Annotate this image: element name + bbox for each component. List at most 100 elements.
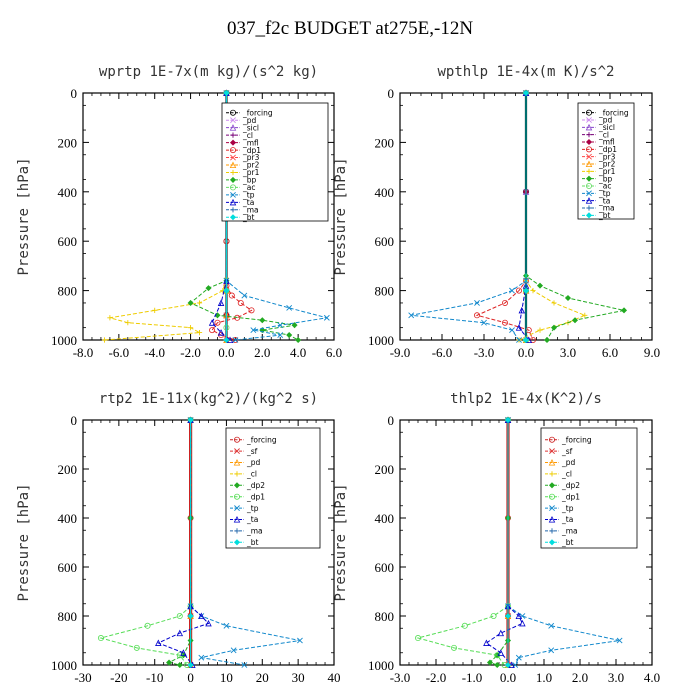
series-marker: [241, 662, 248, 668]
legend-marker: [586, 146, 593, 153]
y-tick-label: 0: [388, 413, 395, 428]
series-marker: [107, 315, 113, 321]
legend-label: _sf: [561, 447, 573, 456]
chart-panel-2: wpthlp 1E-4x(m K)/s^2 Pressure [hPa] 0 200 4…: [333, 64, 660, 360]
series-marker: [461, 622, 468, 629]
legend-marker: [233, 539, 241, 546]
legend-marker: [234, 505, 240, 512]
legend-marker: [585, 138, 593, 146]
series-marker: [530, 288, 536, 294]
legend-label: _pr2: [598, 160, 616, 169]
series-marker: [228, 292, 235, 299]
y-tick-label: 1000: [368, 333, 394, 348]
legend-label: _tp: [561, 504, 574, 513]
x-tick-label: 2.0: [254, 345, 270, 360]
series-line-ta: [485, 420, 524, 666]
series-marker: [548, 647, 555, 654]
series-marker: [408, 312, 415, 319]
y-tick-label: 400: [375, 185, 395, 200]
legend-marker: [230, 191, 236, 198]
series-marker: [414, 635, 421, 642]
y-tick-label: 200: [375, 462, 395, 477]
series-marker: [232, 337, 239, 343]
legend-label: _bt: [598, 211, 611, 220]
series-marker: [536, 282, 544, 289]
x-tick-label: -4.0: [144, 345, 165, 360]
y-axis-label: Pressure [hPa]: [16, 157, 32, 275]
series-line-dp2: [489, 420, 509, 666]
y-axis-label: Pressure [hPa]: [16, 483, 32, 601]
series-marker: [564, 294, 572, 302]
legend-marker: [586, 153, 592, 160]
series-marker: [515, 324, 523, 331]
legend-label: _ac: [598, 182, 611, 191]
series-marker: [474, 300, 480, 306]
legend-marker: [233, 459, 241, 466]
legend-label: _dp1: [246, 492, 265, 501]
series-line-bp: [525, 93, 625, 341]
series-marker: [187, 612, 194, 620]
figure-title: 037_f2c BUDGET at275E,-12N: [226, 18, 474, 39]
legend-label: _tp: [242, 191, 255, 200]
legend-marker: [233, 436, 240, 443]
y-tick-label: 400: [375, 511, 395, 526]
series-marker: [504, 612, 512, 620]
series-line-dp1: [416, 420, 509, 666]
legend-marker: [549, 436, 556, 443]
series-marker: [515, 654, 522, 661]
x-tick-label: -2.0: [180, 345, 201, 360]
series-marker: [550, 324, 558, 331]
y-tick-label: 800: [58, 609, 78, 624]
legend-label: _pd: [242, 116, 257, 125]
legend-marker: [229, 214, 237, 221]
series-marker: [125, 320, 131, 326]
series-line-tp: [411, 93, 527, 341]
y-tick-label: 1000: [368, 658, 394, 673]
series-marker: [519, 619, 526, 627]
legend-label: _bt: [242, 213, 255, 222]
series-marker: [176, 661, 183, 669]
y-tick-label: 600: [375, 560, 395, 575]
y-tick-label: 800: [375, 609, 395, 624]
series-marker: [205, 619, 212, 627]
legend-box: [221, 102, 329, 222]
series-marker: [515, 612, 523, 619]
series-marker: [582, 312, 588, 318]
series-marker: [483, 639, 490, 646]
legend-label: _sf: [246, 447, 258, 456]
series-marker: [522, 287, 530, 294]
legend-marker: [548, 459, 556, 466]
series-marker: [286, 304, 293, 311]
series-marker: [209, 327, 216, 334]
y-axis-label: Pressure [hPa]: [333, 157, 349, 275]
series-marker: [205, 285, 212, 292]
y-tick-label: 600: [375, 234, 395, 249]
series-marker: [101, 337, 108, 343]
y-tick-label: 800: [58, 284, 78, 299]
legend-marker: [230, 132, 236, 138]
series-marker: [223, 622, 230, 629]
legend-label: _cl: [561, 470, 572, 479]
series-line-dp2: [167, 420, 192, 666]
legend-label: _ta: [242, 198, 254, 207]
legend-marker: [234, 471, 240, 477]
legend-marker: [229, 147, 236, 154]
y-tick-label: 0: [388, 86, 395, 101]
legend-box: [540, 427, 638, 549]
x-tick-label: 6.0: [326, 345, 342, 360]
series-line-ta: [518, 93, 530, 341]
legend-marker: [585, 212, 593, 219]
x-tick-label: 20: [256, 670, 269, 685]
y-tick-label: 200: [58, 135, 78, 150]
series-marker: [616, 637, 623, 644]
x-tick-label: -10: [146, 670, 163, 685]
legend-marker: [233, 516, 241, 523]
chart-panel-4: thlp2 1E-4x(K^2)/s Pressure [hPa] 0 200 400 6…: [333, 391, 660, 685]
legend-marker: [229, 109, 236, 116]
x-tick-label: 3.0: [608, 670, 624, 685]
series-marker: [291, 322, 298, 329]
x-tick-label: 4.0: [290, 345, 306, 360]
series-marker: [133, 644, 140, 651]
x-tick-label: 2.0: [572, 670, 588, 685]
